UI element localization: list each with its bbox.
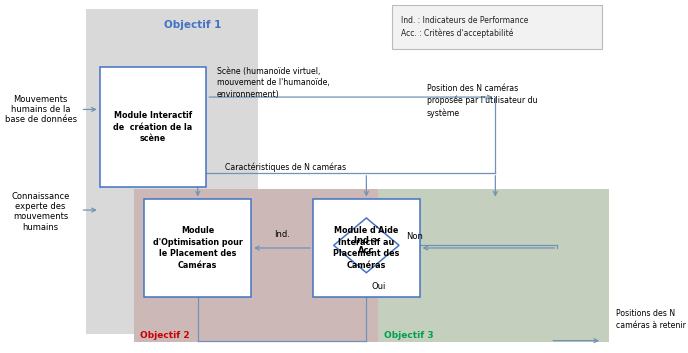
Bar	[134, 189, 378, 342]
Text: Ind >
Acc: Ind > Acc	[354, 236, 379, 255]
Text: Position des N caméras
proposée par l'utilisateur du
système: Position des N caméras proposée par l'ut…	[427, 84, 537, 118]
Bar	[100, 67, 206, 187]
Text: Objectif 1: Objectif 1	[164, 20, 222, 30]
Text: Caractéristiques de N caméras: Caractéristiques de N caméras	[225, 163, 346, 172]
Text: Module d'Aide
Interactif au
Placement des
Caméras: Module d'Aide Interactif au Placement de…	[333, 226, 400, 270]
Text: Scène (humanoïde virtuel,
mouvement de l'humanoïde,
environnement): Scène (humanoïde virtuel, mouvement de l…	[217, 67, 330, 99]
Text: Positions des N
caméras à retenir: Positions des N caméras à retenir	[616, 309, 686, 330]
Text: Mouvements
humains de la
base de données: Mouvements humains de la base de données	[5, 95, 76, 124]
Text: Ind.: Ind.	[274, 230, 290, 239]
Text: Module Interactif
de  création de la
scène: Module Interactif de création de la scèn…	[114, 111, 193, 143]
Text: Ind. : Indicateurs de Performance
Acc. : Critères d'acceptabilité: Ind. : Indicateurs de Performance Acc. :…	[401, 16, 528, 38]
Text: Objectif 3: Objectif 3	[384, 331, 433, 340]
Text: Objectif 2: Objectif 2	[140, 331, 189, 340]
Text: Module
d'Optimisation pour
le Placement des
Caméras: Module d'Optimisation pour le Placement …	[153, 226, 243, 270]
Polygon shape	[334, 218, 399, 273]
Bar	[313, 199, 420, 297]
Text: Non: Non	[406, 232, 423, 241]
Bar	[86, 9, 258, 334]
FancyBboxPatch shape	[392, 5, 602, 49]
Text: Connaissance
experte des
mouvements
humains: Connaissance experte des mouvements huma…	[12, 192, 69, 232]
Bar	[378, 189, 609, 342]
Text: Oui: Oui	[372, 282, 386, 291]
Bar	[144, 199, 251, 297]
